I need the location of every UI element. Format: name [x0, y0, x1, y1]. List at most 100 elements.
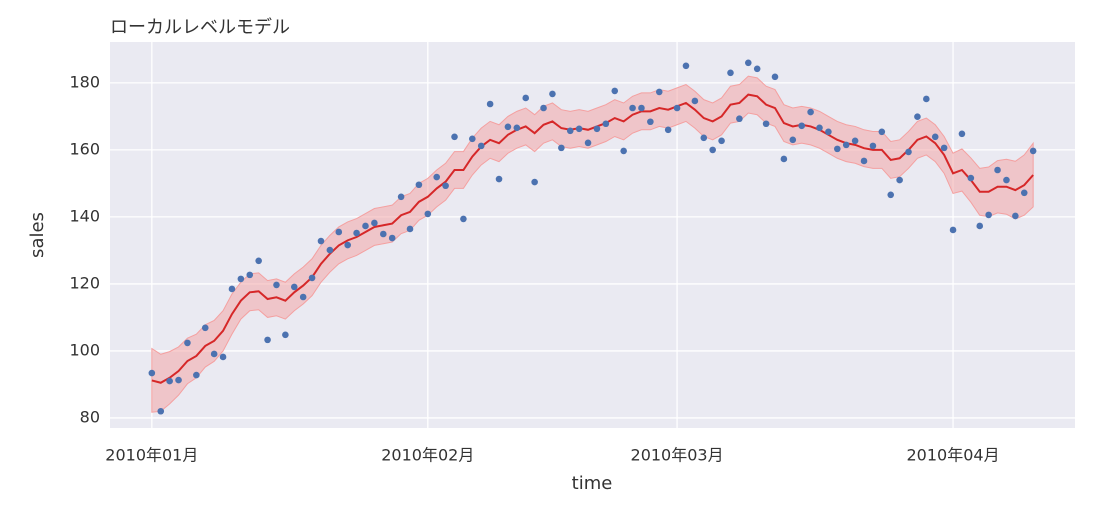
data-point [834, 145, 841, 153]
data-point [1012, 212, 1019, 220]
data-point [905, 148, 912, 156]
data-point [486, 100, 494, 108]
data-point [602, 120, 610, 128]
data-point [193, 371, 200, 379]
data-point [379, 230, 387, 238]
data-point [593, 125, 601, 133]
data-point [469, 135, 476, 143]
data-point [842, 141, 850, 149]
data-point [353, 229, 360, 237]
data-point [780, 155, 788, 163]
x-tick-label: 2010年04月 [906, 446, 999, 465]
data-point [219, 353, 227, 361]
data-point [433, 173, 441, 181]
data-point [967, 174, 975, 182]
data-point [914, 113, 921, 121]
data-point [584, 139, 592, 147]
data-point [451, 133, 458, 141]
data-point [495, 175, 503, 183]
data-point [753, 65, 761, 73]
data-point [887, 191, 895, 199]
data-point [816, 124, 823, 132]
data-point [789, 136, 797, 144]
data-point [148, 369, 156, 377]
data-point [1003, 176, 1010, 184]
data-point [397, 193, 405, 201]
x-tick-label: 2010年03月 [631, 446, 724, 465]
plot-area [110, 42, 1075, 428]
data-point [566, 127, 574, 135]
data-point [682, 62, 690, 70]
x-tick-label: 2010年02月 [381, 446, 474, 465]
data-point [940, 144, 948, 152]
data-point [460, 215, 467, 223]
data-point [798, 122, 806, 130]
data-point [611, 87, 619, 95]
data-point [424, 210, 432, 218]
data-point [290, 283, 298, 291]
data-point [1020, 189, 1028, 197]
data-point [869, 142, 877, 150]
data-point [744, 59, 752, 67]
data-point [415, 181, 423, 189]
data-point [477, 142, 485, 150]
data-point [442, 182, 449, 190]
data-point [362, 222, 369, 230]
y-tick-label: 160 [69, 139, 100, 158]
data-point [184, 339, 191, 347]
y-axis-label: sales [27, 212, 48, 258]
data-point [175, 376, 182, 384]
data-point [201, 324, 209, 332]
data-point [406, 225, 414, 233]
data-point [762, 120, 770, 128]
data-point [531, 178, 538, 186]
y-tick-label: 180 [69, 72, 100, 91]
data-point [709, 146, 716, 154]
data-point [647, 118, 654, 126]
x-tick-label: 2010年01月 [105, 446, 198, 465]
data-point [664, 126, 672, 134]
data-point [638, 104, 645, 112]
data-point [923, 95, 930, 103]
data-point [308, 274, 316, 282]
data-point [931, 133, 939, 141]
data-point [246, 271, 254, 279]
data-point [896, 176, 903, 184]
y-tick-label: 100 [69, 340, 100, 359]
data-point [958, 130, 966, 138]
data-point [371, 219, 378, 227]
data-point [878, 128, 886, 136]
data-point [771, 73, 779, 81]
data-point [228, 285, 236, 293]
data-point [282, 331, 289, 339]
data-point [575, 125, 583, 133]
data-point [549, 90, 556, 98]
data-point [655, 88, 663, 96]
data-point [513, 124, 521, 132]
data-point [825, 128, 832, 136]
data-point [629, 104, 636, 112]
data-point [210, 350, 218, 358]
data-point [736, 115, 743, 123]
data-point [558, 144, 565, 152]
data-point [807, 108, 814, 116]
data-point [976, 222, 984, 230]
data-point [157, 407, 165, 415]
data-point [985, 211, 992, 219]
data-point [620, 147, 627, 155]
chart-title: ローカルレベルモデル [110, 17, 290, 38]
data-point [273, 281, 280, 289]
data-point [237, 275, 245, 283]
data-point [727, 69, 734, 77]
data-point [949, 226, 957, 234]
data-point [299, 293, 307, 301]
y-tick-label: 140 [69, 206, 100, 225]
data-point [388, 234, 396, 242]
data-point [264, 336, 271, 344]
data-point [335, 228, 343, 236]
y-tick-label: 120 [69, 273, 100, 292]
data-point [673, 104, 681, 112]
x-axis-label: time [572, 473, 613, 494]
confidence-band [151, 75, 1034, 413]
